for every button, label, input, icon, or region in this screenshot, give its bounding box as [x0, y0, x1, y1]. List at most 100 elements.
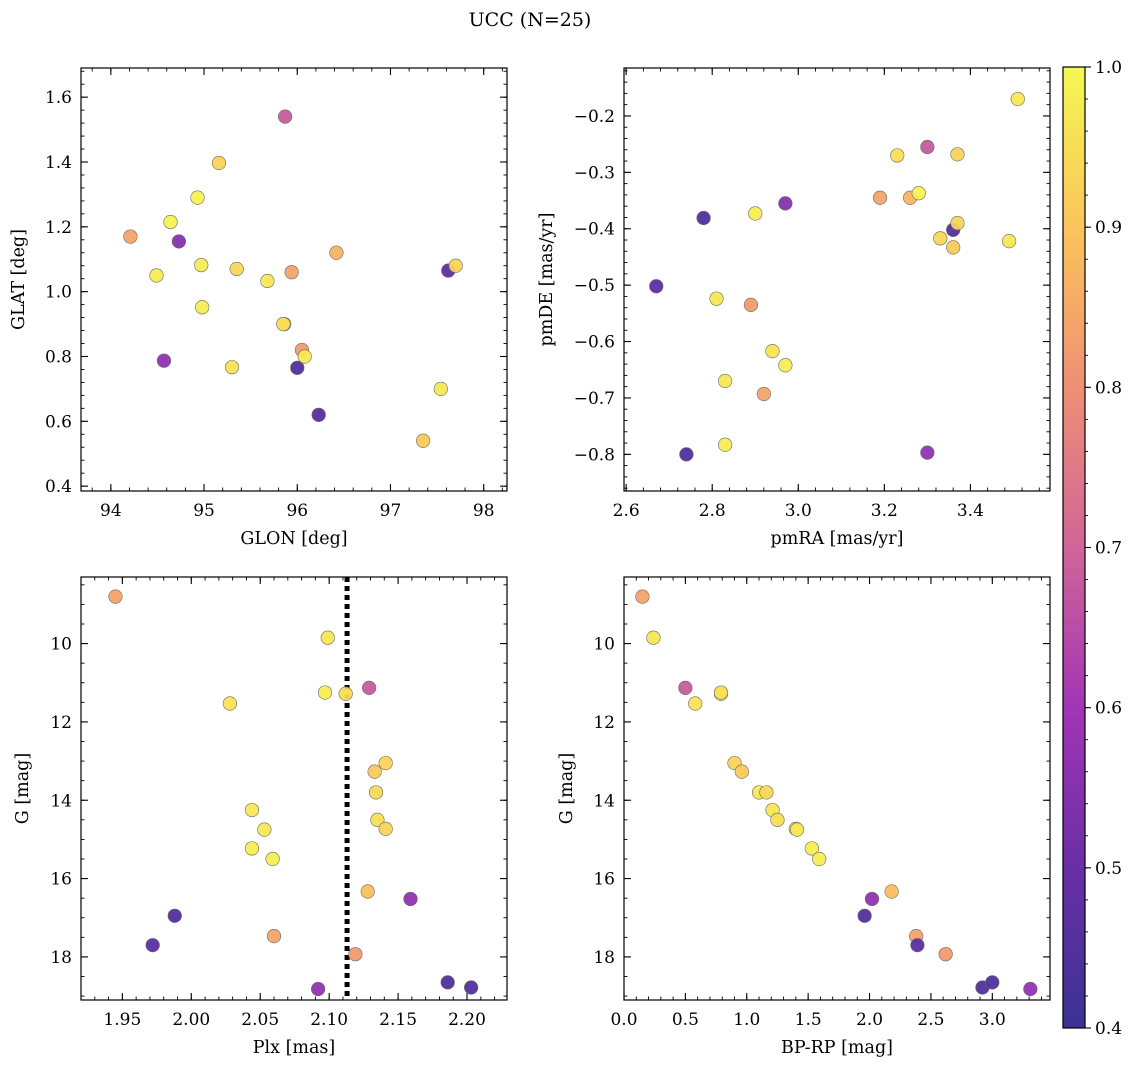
plot-area — [80, 576, 508, 1001]
x-axis-label: Plx [mas] — [253, 1038, 335, 1058]
scatter-point — [378, 821, 393, 836]
x-tick-label: 0.5 — [672, 1010, 699, 1030]
y-tick-label: −0.6 — [574, 333, 615, 353]
scatter-point — [297, 349, 312, 364]
scatter-point — [1002, 234, 1017, 249]
scatter-point — [950, 216, 965, 231]
scatter-point — [290, 360, 305, 375]
scatter-point — [688, 696, 703, 711]
panel-plx-g: 1.95 2.00 2.05 2.10 2.15 2.20 10 12 14 16 18 Plx [m… — [13, 576, 508, 1058]
scatter-point — [778, 196, 793, 211]
x-tick-label: 0.0 — [610, 1010, 637, 1030]
scatter-point — [709, 291, 724, 306]
scatter-point — [108, 589, 123, 604]
scatter-point — [156, 353, 172, 368]
x-tick-label: 98 — [473, 501, 495, 521]
scatter-point — [378, 755, 393, 771]
scatter-point — [770, 812, 785, 827]
scatter-point — [890, 148, 905, 163]
x-tick-label: 3.4 — [957, 501, 984, 521]
x-tick-label: 2.20 — [448, 1010, 486, 1030]
x-tick-label: 97 — [380, 501, 402, 521]
x-tick-label: 2.10 — [310, 1010, 348, 1030]
scatter-point — [920, 139, 935, 155]
scatter-point — [278, 109, 293, 124]
scatter-point — [718, 437, 733, 452]
scatter-point — [765, 344, 780, 359]
y-axis-label: G [mag] — [13, 753, 33, 824]
scatter-point — [713, 685, 729, 700]
scatter-point — [311, 981, 326, 997]
colorbar-gradient — [1062, 66, 1086, 1029]
scatter-point — [440, 975, 455, 990]
scatter-point — [362, 680, 377, 695]
scatter-point — [778, 358, 793, 373]
scatter-point — [163, 214, 178, 230]
y-tick-label: 18 — [50, 948, 72, 968]
scatter-point — [790, 822, 805, 837]
scatter-point — [1010, 91, 1025, 107]
scatter-point — [950, 147, 965, 162]
colorbar-tick-label: 1.0 — [1095, 58, 1122, 78]
scatter-point — [145, 938, 160, 953]
colorbar-tick-label: 0.6 — [1095, 699, 1122, 719]
scatter-point — [260, 273, 275, 289]
x-tick-label: 3.0 — [979, 1010, 1006, 1030]
scatter-point — [276, 316, 291, 332]
scatter-point — [743, 297, 759, 312]
scatter-point — [884, 884, 899, 899]
scatter-point — [464, 980, 479, 995]
scatter-point — [367, 764, 382, 779]
x-axis-label: GLON [deg] — [240, 529, 347, 549]
scatter-point — [985, 975, 1000, 990]
y-tick-label: −0.7 — [574, 389, 615, 409]
scatter-point — [320, 630, 335, 645]
scatter-point — [194, 257, 209, 273]
x-tick-label: 2.6 — [613, 501, 640, 521]
scatter-point — [171, 234, 186, 249]
scatter-point — [338, 686, 353, 701]
y-tick-label: 1.6 — [45, 88, 72, 108]
y-tick-label: 0.4 — [45, 477, 72, 497]
x-tick-label: 1.95 — [103, 1010, 141, 1030]
scatter-point — [317, 685, 333, 700]
scatter-point — [229, 261, 244, 277]
scatter-point — [872, 190, 888, 205]
x-tick-label: 94 — [100, 501, 122, 521]
scatter-point — [311, 407, 326, 422]
y-tick-label: 0.8 — [45, 347, 72, 367]
scatter-point — [759, 785, 774, 800]
scatter-point — [933, 231, 948, 246]
scatter-point — [348, 947, 363, 962]
y-tick-label: 1.0 — [45, 283, 72, 303]
y-tick-label: 12 — [593, 713, 615, 733]
scatter-point — [635, 589, 650, 604]
x-tick-label: 95 — [193, 501, 215, 521]
x-tick-label: 2.0 — [856, 1010, 883, 1030]
y-tick-label: 14 — [50, 791, 72, 811]
scatter-point — [370, 812, 385, 827]
scatter-point — [416, 433, 431, 448]
scatter-point — [1023, 981, 1038, 997]
scatter-point — [360, 884, 375, 899]
scatter-point — [167, 908, 182, 923]
scatter-point — [329, 245, 344, 260]
y-tick-label: −0.5 — [574, 276, 615, 296]
x-tick-label: 2.00 — [172, 1010, 210, 1030]
scatter-point — [149, 268, 164, 283]
colorbar-tick-label: 0.9 — [1095, 218, 1122, 238]
scatter-point — [222, 696, 237, 711]
figure-suptitle: UCC (N=25) — [469, 9, 592, 31]
y-tick-label: −0.3 — [574, 163, 615, 183]
y-tick-label: 10 — [593, 635, 615, 655]
scatter-point — [265, 851, 280, 867]
scatter-point — [211, 155, 227, 171]
scatter-point — [403, 891, 418, 907]
colorbar: 0.4 0.5 0.6 0.7 0.8 0.9 1.0 — [1062, 58, 1122, 1039]
x-tick-label: 3.0 — [785, 501, 812, 521]
scatter-point — [864, 891, 880, 907]
x-tick-label: 3.2 — [871, 501, 898, 521]
scatter-point — [734, 764, 749, 779]
scatter-point — [910, 938, 925, 953]
y-tick-label: 1.4 — [45, 153, 72, 173]
